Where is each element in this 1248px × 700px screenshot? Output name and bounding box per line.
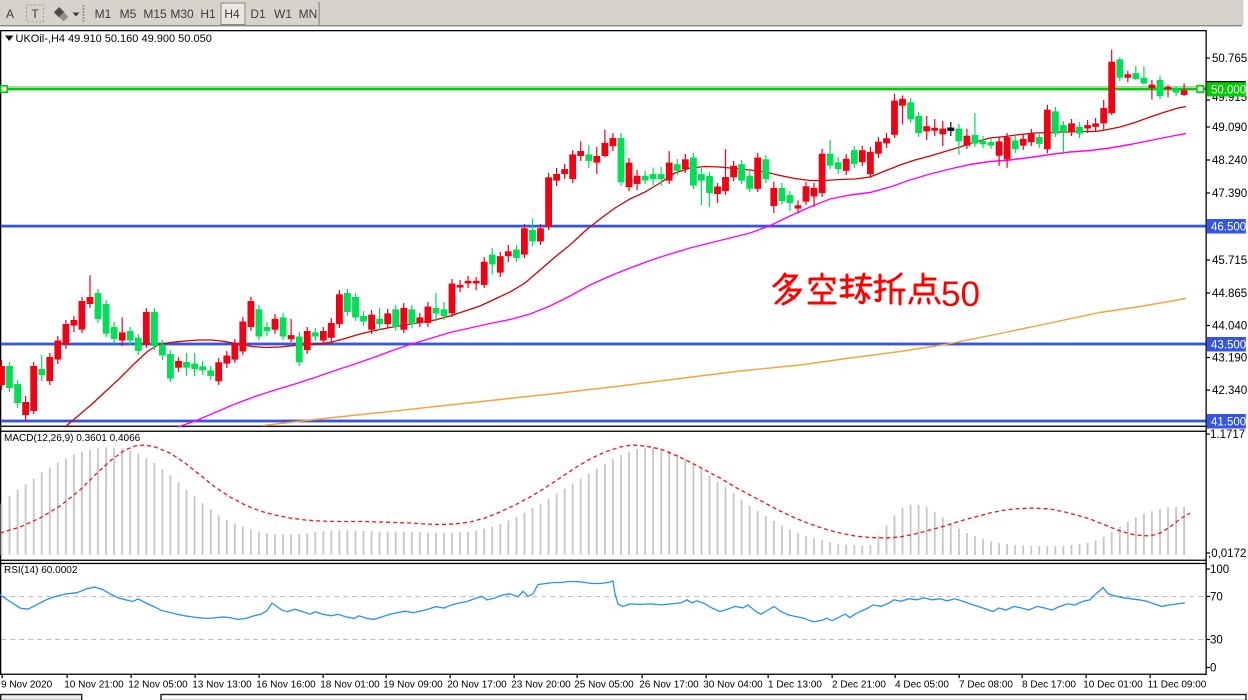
svg-text:RSI(14) 60.0002: RSI(14) 60.0002 (4, 565, 78, 576)
svg-text:41.500: 41.500 (1211, 417, 1246, 429)
svg-text:50.765: 50.765 (1212, 53, 1247, 65)
svg-text:18 Nov 01:00: 18 Nov 01:00 (320, 680, 380, 691)
svg-text:10 Nov 21:00: 10 Nov 21:00 (64, 680, 124, 691)
svg-text:9 Nov 2020: 9 Nov 2020 (1, 680, 53, 691)
svg-text:44.040: 44.040 (1212, 321, 1247, 333)
svg-text:100: 100 (1210, 564, 1229, 576)
svg-text:23 Nov 20:00: 23 Nov 20:00 (511, 680, 571, 691)
svg-text:49.090: 49.090 (1212, 122, 1247, 134)
svg-text:47.390: 47.390 (1212, 188, 1247, 200)
svg-text:13 Nov 13:00: 13 Nov 13:00 (192, 680, 252, 691)
svg-text:16 Nov 16:00: 16 Nov 16:00 (256, 680, 316, 691)
svg-text:19 Nov 09:00: 19 Nov 09:00 (383, 680, 443, 691)
svg-text:30: 30 (1210, 635, 1223, 647)
svg-text:12 Nov 05:00: 12 Nov 05:00 (128, 680, 188, 691)
svg-text:1.1717: 1.1717 (1210, 429, 1245, 441)
svg-text:M30: M30 (170, 7, 194, 21)
svg-text:M1: M1 (95, 7, 112, 21)
svg-text:8 Dec 17:00: 8 Dec 17:00 (1022, 680, 1076, 691)
svg-text:44.865: 44.865 (1212, 288, 1247, 300)
svg-text:D1: D1 (250, 7, 266, 21)
svg-text:50.000: 50.000 (1211, 85, 1246, 97)
svg-text:46.500: 46.500 (1211, 222, 1246, 234)
svg-text:25 Nov 05:00: 25 Nov 05:00 (574, 680, 634, 691)
svg-text:45.715: 45.715 (1212, 255, 1247, 267)
svg-text:0: 0 (1210, 663, 1216, 675)
svg-text:A: A (6, 7, 14, 21)
svg-text:2 Dec 21:00: 2 Dec 21:00 (832, 680, 886, 691)
svg-text:T: T (31, 7, 39, 21)
svg-text:26 Nov 17:00: 26 Nov 17:00 (639, 680, 699, 691)
svg-text:10 Dec 01:00: 10 Dec 01:00 (1083, 680, 1143, 691)
svg-text:,0,0172: ,0,0172 (1208, 548, 1246, 560)
svg-text:30 Nov 04:00: 30 Nov 04:00 (703, 680, 763, 691)
svg-text:50: 50 (941, 275, 980, 314)
svg-text:H1: H1 (200, 7, 216, 21)
svg-text:48.240: 48.240 (1212, 155, 1247, 167)
svg-text:W1: W1 (274, 7, 292, 21)
svg-text:UKOil-,H4 49.910 50.160 49.90: UKOil-,H4 49.910 50.160 49.900 50.050 (16, 33, 212, 45)
svg-text:M15: M15 (143, 7, 167, 21)
svg-text:11 Dec 09:00: 11 Dec 09:00 (1148, 680, 1207, 691)
svg-text:43.190: 43.190 (1212, 353, 1247, 365)
svg-text:4 Dec 05:00: 4 Dec 05:00 (895, 680, 949, 691)
svg-text:MN: MN (299, 7, 318, 21)
svg-text:42.340: 42.340 (1212, 385, 1247, 397)
svg-text:M5: M5 (120, 7, 137, 21)
svg-text:20 Nov 17:00: 20 Nov 17:00 (447, 680, 507, 691)
svg-text:H4: H4 (224, 7, 240, 21)
svg-text:1 Dec 13:00: 1 Dec 13:00 (768, 680, 822, 691)
svg-text:7 Dec 08:00: 7 Dec 08:00 (959, 680, 1013, 691)
svg-text:43.500: 43.500 (1211, 340, 1246, 352)
svg-text:70: 70 (1210, 592, 1223, 604)
svg-text:MACD(12,26,9) 0.3601 0.4066: MACD(12,26,9) 0.3601 0.4066 (4, 433, 141, 444)
